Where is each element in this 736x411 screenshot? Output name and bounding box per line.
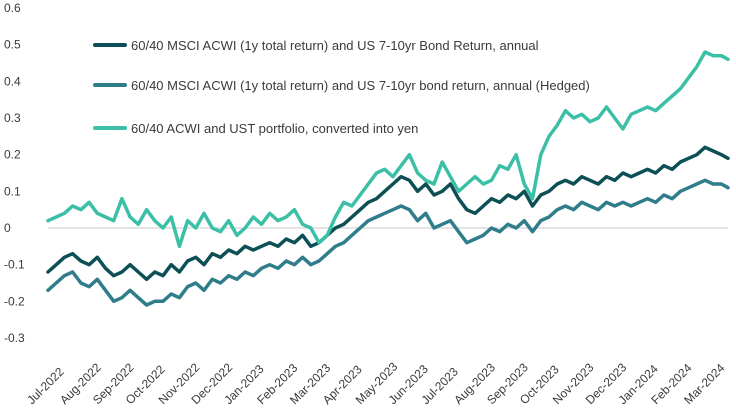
legend-label-3: 60/40 ACWI and UST portfolio, converted … xyxy=(131,121,418,136)
y-tick-label: 0.5 xyxy=(4,38,21,52)
y-tick-label: 0.6 xyxy=(4,1,21,15)
series-line-3 xyxy=(46,50,730,249)
legend: 60/40 MSCI ACWI (1y total return) and US… xyxy=(93,38,590,136)
y-axis-tick-labels: -0.3 -0.2 -0.1 0 0.1 0.2 0.3 0.4 0.5 0.6 xyxy=(4,1,25,345)
y-tick-label: 0 xyxy=(4,221,11,235)
series-line-1 xyxy=(46,145,730,282)
y-tick-label: -0.2 xyxy=(4,294,25,308)
y-tick-label: 0.2 xyxy=(4,148,21,162)
legend-label-2: 60/40 MSCI ACWI (1y total return) and US… xyxy=(131,78,590,93)
x-axis-tick-labels: Jul-2022Aug-2022Sep-2022Oct-2022Nov-2022… xyxy=(24,359,727,407)
y-tick-label: 0.1 xyxy=(4,184,21,198)
legend-label-1: 60/40 MSCI ACWI (1y total return) and US… xyxy=(131,38,539,53)
series-line-2 xyxy=(46,178,730,307)
y-tick-label: -0.1 xyxy=(4,258,25,272)
y-tick-label: -0.3 xyxy=(4,331,25,345)
y-tick-label: 0.3 xyxy=(4,111,21,125)
y-tick-label: 0.4 xyxy=(4,74,21,88)
series-lines xyxy=(46,50,730,307)
